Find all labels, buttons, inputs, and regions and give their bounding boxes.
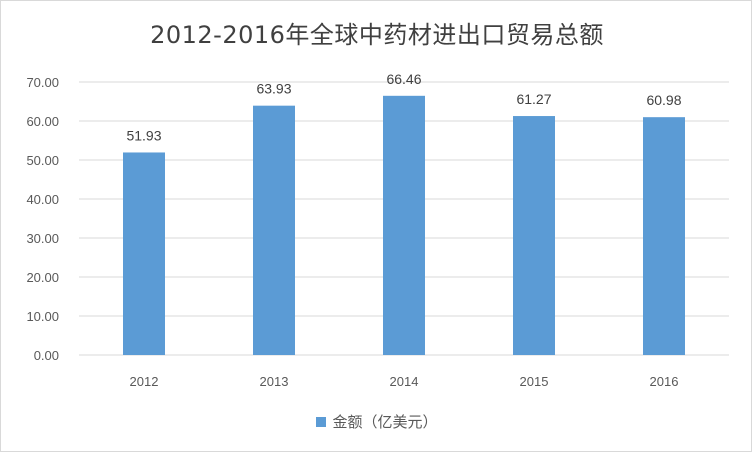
data-label: 60.98 [646,92,681,108]
x-tick-label: 2015 [520,374,549,389]
y-tick-label: 70.00 [26,75,59,90]
data-label: 61.27 [516,91,551,107]
y-tick-label: 20.00 [26,270,59,285]
bar [123,152,165,355]
x-tick-label: 2014 [390,374,419,389]
data-label: 63.93 [256,81,291,97]
x-tick-label: 2013 [260,374,289,389]
data-label: 66.46 [386,71,421,87]
y-tick-label: 40.00 [26,192,59,207]
y-tick-label: 60.00 [26,114,59,129]
x-tick-label: 2016 [650,374,679,389]
data-label: 51.93 [126,127,161,143]
bar [643,117,685,355]
legend: 金额（亿美元） [1,411,752,432]
x-tick-label: 2012 [130,374,159,389]
y-tick-label: 50.00 [26,153,59,168]
y-tick-label: 30.00 [26,231,59,246]
bar [383,95,425,355]
y-tick-label: 0.00 [34,348,59,363]
bar [253,105,295,355]
legend-swatch [316,416,327,427]
y-tick-label: 10.00 [26,309,59,324]
chart-title: 2012-2016年全球中药材进出口贸易总额 [150,21,604,49]
bar [513,116,555,355]
legend-label: 金额（亿美元） [332,413,438,431]
